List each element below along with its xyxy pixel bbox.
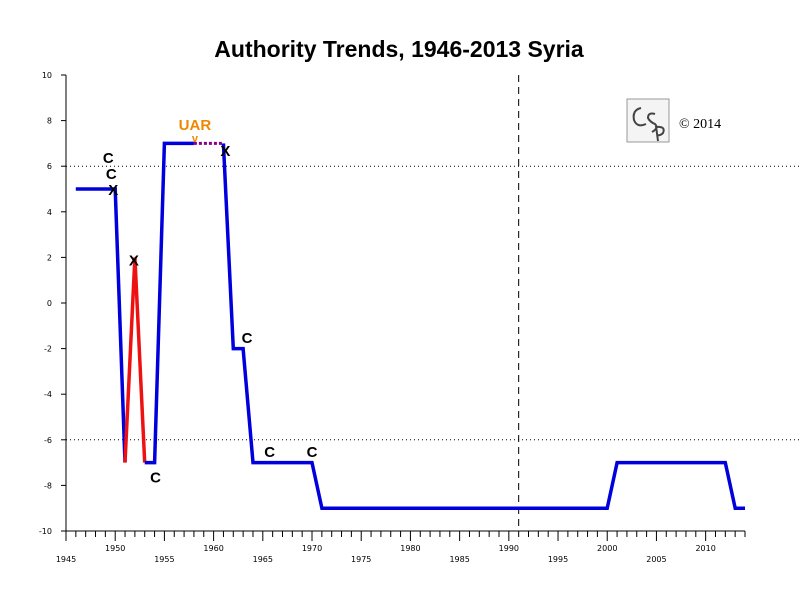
- y-tick-label: -4: [44, 390, 52, 399]
- y-tick-label: -8: [44, 481, 52, 490]
- x-tick-label: 1975: [351, 555, 371, 564]
- y-tick-label: 10: [42, 71, 52, 80]
- logo-c-icon: [632, 107, 647, 127]
- coup-marker: C: [307, 444, 318, 461]
- x-tick-label: 1965: [253, 555, 273, 564]
- y-tick-label: -10: [39, 527, 52, 536]
- y-tick-label: 0: [47, 299, 52, 308]
- uar-label: UAR: [179, 117, 212, 134]
- x-tick-label: 1945: [56, 555, 76, 564]
- y-tick-label: 4: [47, 208, 52, 217]
- y-tick-label: -2: [44, 345, 52, 354]
- x-marker: X: [129, 253, 139, 270]
- coup-marker: C: [106, 166, 117, 183]
- x-marker: X: [220, 143, 230, 160]
- uar-marker: UAR v: [179, 117, 212, 145]
- copyright-notice: © 2014: [679, 117, 721, 132]
- coup-marker: C: [103, 150, 114, 167]
- x-tick-label: 1990: [499, 544, 519, 553]
- y-tick-label: -6: [44, 436, 52, 445]
- coup-marker: C: [242, 330, 253, 347]
- x-axis: 1945 1950 1955 1960 1965 1970 1975 1980 1985 1990…: [56, 531, 746, 564]
- series-line-1: [75, 187, 127, 463]
- uar-v-marker: v: [192, 133, 199, 145]
- x-tick-label: 1950: [105, 544, 125, 553]
- y-axis: -10 -8 -6 -4 -2 0 2 4 6 8 10: [39, 71, 66, 536]
- series-line-5: [221, 143, 745, 510]
- logo-p-icon: [655, 125, 665, 142]
- x-tick-label: 2010: [695, 544, 715, 553]
- x-tick-label: 1980: [400, 544, 420, 553]
- x-tick-label: 1955: [154, 555, 174, 564]
- logo-text: CSP: [632, 112, 664, 132]
- y-tick-label: 2: [47, 253, 52, 262]
- x-tick-label: 2000: [597, 544, 617, 553]
- x-tick-label: 1985: [449, 555, 469, 564]
- x-tick-label: 1995: [548, 555, 568, 564]
- series-lines: [75, 141, 745, 510]
- y-tick-label: 6: [47, 162, 52, 171]
- y-tick-label: 8: [47, 117, 52, 126]
- x-tick-label: 1970: [302, 544, 322, 553]
- x-tick-label: 1960: [203, 544, 223, 553]
- series-line-2: [123, 257, 147, 463]
- series-line-3: [144, 141, 194, 465]
- reference-lines: [66, 75, 800, 531]
- chart-title: Authority Trends, 1946-2013 Syria: [214, 36, 584, 62]
- coup-marker: C: [264, 444, 275, 461]
- x-tick-label: 2005: [646, 555, 666, 564]
- coup-marker: C: [150, 469, 161, 486]
- csp-logo: CSP: [626, 98, 670, 143]
- x-marker: X: [108, 182, 118, 199]
